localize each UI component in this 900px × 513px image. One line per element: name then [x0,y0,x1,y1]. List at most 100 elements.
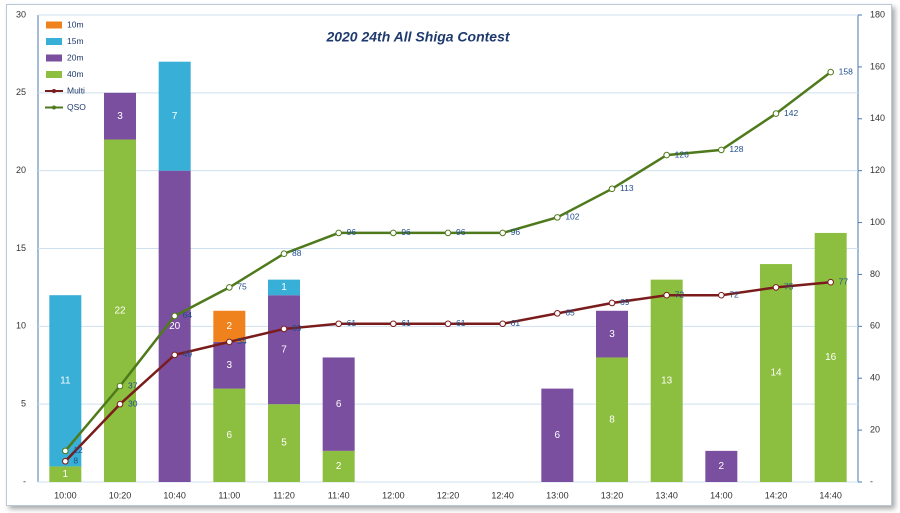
line-label: 88 [292,248,302,258]
y2-tick-label: 160 [870,61,885,71]
line-label: 72 [729,289,739,299]
line-marker [280,325,288,333]
line-marker [663,151,670,159]
line-label: 126 [675,149,689,159]
line-marker [62,457,69,465]
x-tick-label: 10:20 [109,490,132,500]
line-label: 69 [620,297,630,307]
x-tick-label: 10:40 [163,490,186,500]
line-marker [663,291,670,299]
y-tick-label: - [23,476,26,486]
bar-label: 11 [60,375,71,386]
line-marker [171,351,178,359]
x-tick-label: 12:40 [491,490,514,500]
line-label: 96 [456,227,466,237]
bar-label: 14 [770,368,782,379]
line-label: 49 [183,349,193,359]
legend-label: 40m [67,69,84,79]
line-marker [116,382,124,390]
bar-segment [104,139,136,483]
x-tick-label: 13:00 [546,490,569,500]
line-marker [390,320,397,328]
bar-label: 1 [281,282,287,293]
line-marker [444,229,452,237]
line-label: 102 [565,212,579,222]
bar-label: 2 [336,461,342,472]
bar-segment [268,295,300,405]
y2-tick-label: 20 [870,424,880,434]
bar-segment [322,357,355,451]
line-label: 75 [237,282,247,292]
bar-label: 3 [227,360,233,371]
y2-tick-label: 100 [870,217,885,227]
y-tick-label: 10 [16,321,26,331]
y2-tick-label: 120 [870,165,885,175]
bar-segment [158,170,191,482]
bar-label: 2 [719,461,725,472]
line-marker [554,214,561,221]
bar-label: 13 [661,375,673,386]
bar-segment [213,341,246,389]
bar-label: 7 [172,111,178,122]
bar-segment [213,310,246,342]
y2-tick-label: 140 [870,113,885,123]
line-label: 61 [456,318,466,328]
line-marker [827,278,834,286]
bar-label: 6 [555,430,561,441]
line-marker [226,284,233,291]
bar-label: 8 [609,414,615,425]
line-label: 61 [347,318,357,328]
bar-label: 3 [117,111,123,122]
bar-segment [760,264,792,482]
line-marker [116,400,124,408]
bar-label: 22 [114,305,126,316]
legend-marker [52,105,56,110]
x-tick-label: 14:20 [765,490,788,500]
line-marker [772,284,780,291]
line-marker [171,312,178,320]
y2-tick-label: 40 [870,373,880,383]
x-tick-label: 11:40 [328,490,350,500]
x-tick-label: 10:00 [54,490,77,500]
bar-segment [268,404,300,482]
x-tick-label: 13:40 [655,490,678,500]
legend-swatch [46,71,62,78]
legend-swatch [46,38,62,45]
legend-swatch [46,54,62,62]
line-label: 75 [784,282,794,292]
legend-label: QSO [67,102,86,112]
chart-title: 2020 24th All Shiga Contest [325,29,510,45]
line-marker [62,447,69,455]
bar-segment [814,232,847,482]
bar-segment [49,466,82,482]
bar-segment [158,61,191,171]
line-label: 96 [511,227,521,237]
legend-swatch [46,21,62,29]
line-marker [499,229,506,237]
legend-label: 10m [67,19,84,29]
bar-segment [650,279,683,482]
line-label: 30 [128,398,138,408]
line-marker [499,320,506,328]
line-label: 158 [839,66,853,76]
line-label: 54 [237,336,247,346]
bar-label: 2 [227,321,233,332]
line-marker [608,299,616,307]
bar-segment [705,450,738,482]
y2-tick-label: 80 [870,269,880,279]
bar-label: 5 [281,438,287,449]
bar-segment [541,388,574,482]
y2-tick-label: - [870,476,873,486]
line-label: 59 [292,323,302,333]
line-label: 72 [675,289,685,299]
line-label: 65 [565,308,575,318]
line-label: 8 [73,455,78,465]
y-tick-label: 15 [16,243,26,253]
bar-segment [596,357,628,482]
line-marker [718,291,725,299]
line-marker [390,229,397,237]
line-label: 96 [401,227,411,237]
line-label: 77 [839,276,849,286]
legend-marker [52,89,56,93]
